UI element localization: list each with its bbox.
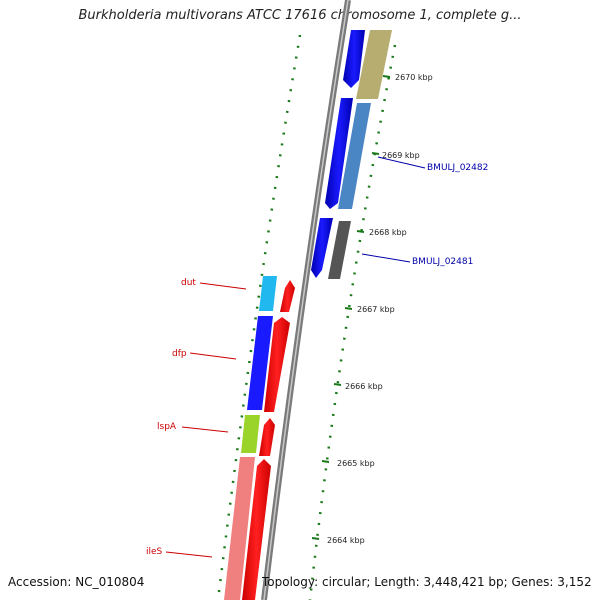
tick-label: 2669 kbp bbox=[382, 151, 420, 160]
backbone-line-highlight bbox=[263, 0, 349, 600]
leader-line-BMULJ_02481 bbox=[361, 253, 411, 263]
backbone-line bbox=[261, 0, 351, 600]
cds-reverse-3[interactable] bbox=[311, 218, 333, 278]
outer-dotted-ring-right bbox=[308, 44, 397, 600]
gene-label-BMULJ_02481[interactable]: BMULJ_02481 bbox=[412, 257, 473, 267]
gene-label-ileS[interactable]: ileS bbox=[146, 547, 163, 557]
gene-label-BMULJ_02482[interactable]: BMULJ_02482 bbox=[427, 163, 488, 173]
leader-line-BMULJ_02482 bbox=[377, 156, 426, 169]
feature-steelblue-block[interactable] bbox=[338, 103, 371, 209]
leader-line-ileS bbox=[165, 551, 213, 558]
leader-line-lspA bbox=[181, 426, 229, 433]
gene-label-dfp[interactable]: dfp bbox=[172, 349, 187, 359]
tick-label: 2670 kbp bbox=[395, 73, 433, 82]
topology-text: Topology: circular; Length: 3,448,421 bp… bbox=[262, 575, 592, 589]
cds-reverse-2[interactable] bbox=[325, 98, 353, 209]
feature-khaki-block[interactable] bbox=[356, 30, 392, 99]
map-title: Burkholderia multivorans ATCC 17616 chro… bbox=[78, 8, 522, 23]
leader-line-dut bbox=[199, 282, 247, 290]
tick-label: 2665 kbp bbox=[337, 459, 375, 468]
feature-grey-block[interactable] bbox=[328, 221, 351, 279]
cds-forward-ileS[interactable] bbox=[242, 459, 271, 600]
feature-lightgreen-block[interactable] bbox=[241, 415, 260, 453]
accession-text: Accession: NC_010804 bbox=[8, 575, 145, 589]
leader-line-dfp bbox=[189, 352, 237, 360]
tick-label: 2664 kbp bbox=[327, 536, 365, 545]
tick-label: 2666 kbp bbox=[345, 382, 383, 391]
kbp-ticks: 2670 kbp 2669 kbp 2668 kbp 2667 kbp 2666… bbox=[311, 73, 433, 545]
cds-reverse-1[interactable] bbox=[343, 30, 365, 88]
tick-label: 2667 kbp bbox=[357, 305, 395, 314]
cds-forward-dfp[interactable] bbox=[264, 317, 290, 412]
feature-blue-block[interactable] bbox=[247, 316, 273, 410]
cds-forward-lspA[interactable] bbox=[259, 418, 275, 456]
feature-salmon-block[interactable] bbox=[224, 457, 255, 600]
feature-cyan-block[interactable] bbox=[259, 276, 277, 311]
gene-label-dut[interactable]: dut bbox=[181, 278, 196, 288]
gene-label-lspA[interactable]: lspA bbox=[157, 422, 177, 432]
cds-forward-dut[interactable] bbox=[280, 280, 295, 312]
tick-label: 2668 kbp bbox=[369, 228, 407, 237]
